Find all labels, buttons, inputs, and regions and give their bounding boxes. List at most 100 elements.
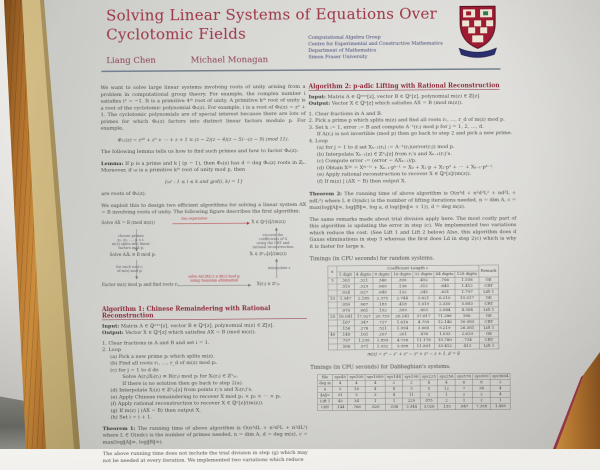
table-cell: sys576 xyxy=(455,373,473,379)
table-cell: CRT xyxy=(318,404,333,410)
table-cell: .135 xyxy=(438,403,456,409)
table-cell: .506 xyxy=(337,344,355,350)
table-cell: .847 xyxy=(455,403,473,409)
table-cell: deg m xyxy=(317,380,332,386)
table-cell: 11.891 xyxy=(413,343,434,349)
algorithm1-steps: 1. Clear fractions in A and B and set i … xyxy=(102,339,307,421)
exploit-paragraph: We exploit this to design two efficient … xyxy=(101,201,306,216)
input-label: Input: xyxy=(309,94,326,100)
table-cell: Lift 1 xyxy=(479,343,498,349)
table-cell: 1.932 xyxy=(373,343,392,349)
table-cell: .766 xyxy=(348,404,366,410)
table-cell: 3.026 xyxy=(420,404,438,410)
diagram-note-recover: recover the coefficients of X using the … xyxy=(243,233,302,249)
lemma-paragraph: Lemma: If p is a prime and k | (p − 1), … xyxy=(101,159,306,174)
timings1-caption: Timings (in CPU seconds) for random syst… xyxy=(310,255,517,263)
table-cell: sys196 xyxy=(403,374,421,380)
table-cell: sys100 xyxy=(348,374,366,380)
diagram-node-solution: X ∈ ℚⁿ[z]/(m(z)) xyxy=(251,220,285,225)
algorithm-step: (h) Set i = i + 1. xyxy=(111,413,308,421)
output-text: Vector X ∈ ℚⁿ[z] which satisfies AX = B … xyxy=(332,100,463,106)
diagram-node-mod-solution: Xᵢ ∈ ℤⁿₚᵢ[z]/(m(z)) xyxy=(250,252,287,257)
affiliation-line: Simon Fraser University xyxy=(308,53,442,60)
table-cell: 32 digits xyxy=(413,271,434,277)
table-cell: sys256 xyxy=(438,373,456,379)
table-cell: 3.998 xyxy=(392,343,413,349)
table-cell: 1.458 xyxy=(490,403,510,409)
table1-caption: m(z) = z⁸ − z⁷ + z⁵ − z⁴ + z³ − z + 1, d… xyxy=(310,350,517,358)
lemma-end: are roots of Φₖ(z). xyxy=(101,189,306,197)
diagram-label-too-expensive: too expensive xyxy=(181,216,207,221)
cyclotomic-equation: Φ₁₁(z) = z¹⁰ + z⁹ + ⋯ + z + 1 ≡ (z − 2)(… xyxy=(101,136,306,144)
diagram-note-interpolate: interpolate z xyxy=(257,266,302,270)
theorem1-paragraph: Theorem 1: The running time of above alg… xyxy=(103,424,308,446)
algorithm1-heading: Algorithm 1: Chinese Remaindering with R… xyxy=(102,305,307,320)
table-cell: sys144 xyxy=(385,374,403,380)
sfu-crest-icon xyxy=(456,4,499,58)
lemma-label: Lemma: xyxy=(101,161,123,167)
table-cell: 17.927 xyxy=(354,313,373,319)
diagram-node-factor: Factor m(z) mod pᵢ and find roots rⱼ xyxy=(102,282,178,287)
poster-title-line1: Solving Linear Systems of Equations Over xyxy=(106,5,437,26)
table-cell: sys225 xyxy=(420,374,438,380)
algorithm2-steps: 1. Clear fractions in A and B.2. Pick a … xyxy=(309,109,516,185)
theorem1-label: Theorem 1: xyxy=(103,426,136,432)
theorem2-paragraph: Theorem 2: The running time of above alg… xyxy=(309,190,516,212)
table-cell: 8 digits xyxy=(373,271,392,277)
diagram-node-solve: Solve AX = B (mod m(z)) xyxy=(101,221,155,226)
author-1: Liang Chen xyxy=(106,55,156,65)
table-cell: Remark xyxy=(479,265,498,277)
table-cell: sys49 xyxy=(333,374,348,380)
diagram-note-roots: for each root rⱼ of m(z) mod pᵢ xyxy=(105,265,155,273)
theorem2-label: Theorem 2: xyxy=(309,191,342,197)
diagram-note-choose-primes: choose primes p₁, p₂, …, pᵢ s.t. m(z) sp… xyxy=(103,234,158,250)
diagram-node-mod-solve: Solve AᵢXᵢ ≡ B mod pᵢ xyxy=(110,253,156,258)
remarks-paragraph: The same remarks made about trial divisi… xyxy=(309,215,516,250)
algorithm2-output: Output: Vector X ∈ ℚⁿ[z] which satisfies… xyxy=(309,99,516,107)
algorithm-diagram: Solve AX = B (mod m(z)) too expensive X … xyxy=(101,220,305,297)
lemma-intro: The following lemma tells us how to find… xyxy=(101,147,306,155)
author-list: Liang Chen Michael Monagan xyxy=(106,54,300,65)
table-cell xyxy=(329,344,338,350)
table-cell: 16 digits xyxy=(391,271,412,277)
table-cell: sys900 xyxy=(473,373,491,379)
table-cell: .829 xyxy=(365,404,385,410)
table-cell: 20.759 xyxy=(373,313,392,319)
table-cell: 64 digits xyxy=(434,271,455,277)
table-cell: n xyxy=(328,266,337,278)
input-label: Input: xyxy=(102,323,119,329)
table-cell: 413 xyxy=(456,343,480,349)
diagram-label-gauss: solve A(rⱼ)X(rⱼ) ≡ B(rⱼ) mod pᵢ using Ga… xyxy=(178,274,251,282)
left-column: We want to solve large linear systems in… xyxy=(101,83,308,469)
table-cell: 3.344 xyxy=(403,404,421,410)
poster-content: Solving Linear Systems of Equations Over… xyxy=(42,0,600,450)
table-cell: 4 digits xyxy=(354,271,373,277)
table-cell: 7.358 xyxy=(473,403,491,409)
output-text: Vector X ∈ ℚⁿ[z] which satisfies AX = B … xyxy=(125,329,256,335)
table-cell: .971 xyxy=(355,343,374,349)
table-cell: sys1089 xyxy=(365,374,385,380)
output-label: Output: xyxy=(102,330,124,336)
algorithm2-heading: Algorithm 2: p-adic Lifting with Rationa… xyxy=(309,82,500,90)
author-2: Michael Monagan xyxy=(191,55,269,65)
timings2-caption: Timings (in CPU seconds) for Dabbaghian'… xyxy=(310,363,517,371)
table-cell: 1 digit xyxy=(337,272,355,278)
right-column: Algorithm 2: p-adic Lifting with Rationa… xyxy=(309,82,518,411)
algorithm-step: If A(rⱼ) is not invertible (mod p) then … xyxy=(317,130,516,138)
affiliation-block: Computational Algebra Group Centre for E… xyxy=(308,34,443,61)
table-cell: sys9604 xyxy=(490,373,510,379)
table-cell: 128 digits xyxy=(455,271,479,277)
table-cell: .144 xyxy=(333,404,348,410)
table-cell: 33.412 xyxy=(434,343,455,349)
lemma-text: If p is a prime and k | (p − 1), then Φₖ… xyxy=(101,160,306,174)
table-cell: .036 xyxy=(385,404,403,410)
table-cell: 16.041 xyxy=(337,314,355,320)
header-divider xyxy=(101,68,500,72)
algorithm1-output: Output: Vector X ∈ ℚⁿ[z] which satisfies… xyxy=(102,328,307,336)
intro-paragraph: We want to solve large linear systems in… xyxy=(101,83,306,132)
